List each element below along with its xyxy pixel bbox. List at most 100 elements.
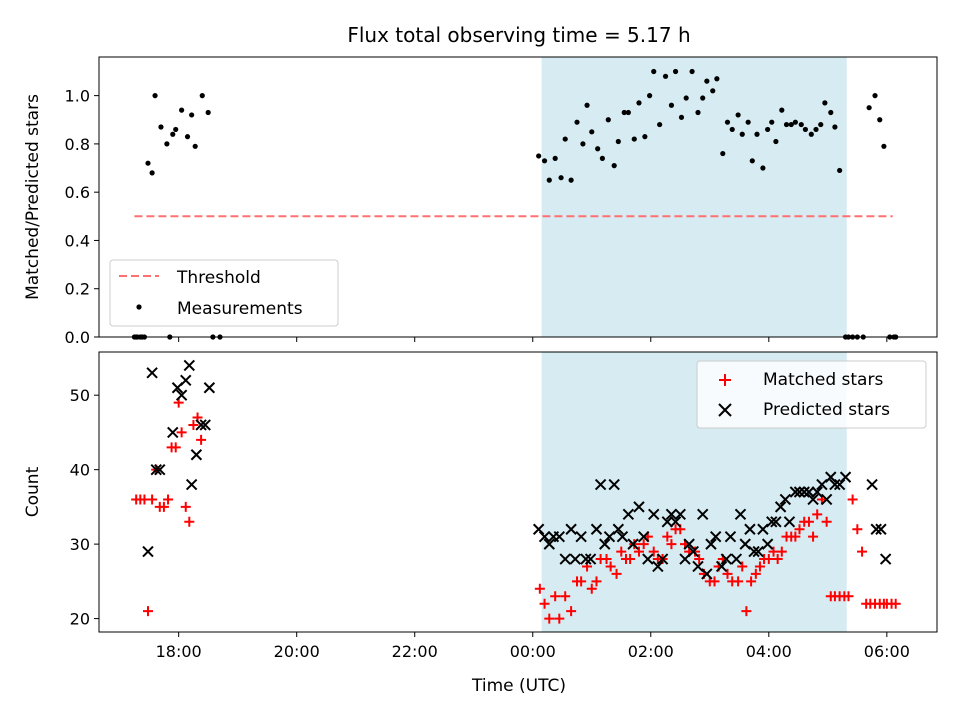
predicted-point <box>622 508 635 521</box>
predicted-point <box>150 463 162 476</box>
matched-point <box>722 568 733 579</box>
measurement-point <box>205 109 211 116</box>
measurement-point <box>700 95 706 101</box>
predicted-point <box>167 426 179 439</box>
predicted-point <box>590 523 603 535</box>
matched-point <box>754 561 765 572</box>
measurement-point <box>683 95 689 101</box>
predicted-point <box>633 501 645 513</box>
measurement-point <box>739 131 745 137</box>
matched-point <box>611 568 622 579</box>
legend-threshold-label: Threshold <box>176 268 261 288</box>
matched-point <box>662 531 673 542</box>
predicted-point <box>661 516 674 528</box>
matched-point <box>763 554 774 565</box>
legend-measurement-swatch <box>136 304 142 310</box>
predicted-point <box>879 553 892 565</box>
measurement-point <box>818 121 824 128</box>
measurement-point <box>611 163 617 169</box>
measurement-point <box>621 109 627 116</box>
predicted-point <box>559 553 571 565</box>
matched-point <box>534 583 545 594</box>
matched-point <box>709 576 720 587</box>
measurement-point <box>145 160 151 166</box>
legend-predicted-label: Predicted stars <box>763 400 890 420</box>
matched-point <box>852 524 863 535</box>
measurement-point <box>636 100 642 106</box>
x-tick-label: 06:00 <box>864 642 910 661</box>
matched-point <box>633 546 644 557</box>
measurement-point <box>552 155 558 161</box>
ratio-legend-box <box>109 259 339 327</box>
y-tick-label: 30 <box>70 535 90 554</box>
measurement-point <box>866 105 872 111</box>
measurement-point <box>149 170 155 176</box>
measurement-point <box>678 114 685 120</box>
measurement-point <box>745 119 751 125</box>
measurement-point <box>599 155 605 161</box>
predicted-point <box>803 486 815 498</box>
matched-point <box>772 554 783 565</box>
y-tick-label: 0.4 <box>65 231 90 250</box>
predicted-point <box>839 471 852 483</box>
y-tick-label: 0.0 <box>65 328 90 347</box>
y-tick-label: 20 <box>70 610 90 629</box>
measurement-point <box>625 109 631 116</box>
count-y-ticks: 20 30 40 50 <box>70 386 99 629</box>
measurement-point <box>170 131 176 137</box>
matched-point <box>158 501 169 512</box>
ratio-axes-frame <box>98 56 938 338</box>
predicted-point <box>783 516 796 528</box>
predicted-point <box>608 478 620 491</box>
predicted-point <box>811 486 823 498</box>
predicted-point <box>770 516 782 528</box>
measurement-point <box>788 121 794 128</box>
matched-point <box>554 613 565 624</box>
measurement-point <box>813 126 819 133</box>
matched-point <box>196 434 207 445</box>
ratio-y-ticks: 0.0 0.2 0.4 0.6 0.8 1.0 <box>65 87 99 347</box>
predicted-point <box>779 493 792 506</box>
matched-point <box>576 576 587 587</box>
measurement-point <box>822 100 828 106</box>
measurement-point <box>760 165 766 171</box>
predicted-point <box>532 523 545 535</box>
matched-point <box>616 546 627 557</box>
predicted-point <box>807 493 819 506</box>
measurement-point <box>657 121 663 128</box>
measurement-points <box>131 68 899 340</box>
measurement-point <box>662 73 669 79</box>
matched-point <box>857 546 868 557</box>
predicted-point <box>820 493 833 506</box>
measurement-point <box>199 93 205 99</box>
measurement-point <box>568 177 574 183</box>
measurement-point <box>704 78 710 84</box>
predicted-point <box>683 538 695 550</box>
measurement-point <box>872 93 878 99</box>
predicted-point <box>774 501 787 513</box>
measurement-point <box>802 126 808 133</box>
y-tick-label: 1.0 <box>65 87 90 106</box>
measurement-point <box>828 109 834 116</box>
ratio-panel: 0.0 0.2 0.4 0.6 0.8 1.0 Matched/Predicted sta… <box>23 56 938 347</box>
measurement-point <box>773 138 779 145</box>
matched-point <box>843 591 854 602</box>
count-y-axis-label: Count <box>23 466 43 517</box>
measurement-point <box>562 136 568 142</box>
predicted-point <box>724 530 737 543</box>
predicted-point <box>199 419 211 431</box>
measurement-point <box>668 102 675 108</box>
measurement-point <box>689 68 695 75</box>
matched-point <box>638 539 649 550</box>
measurement-point <box>152 93 158 99</box>
matched-point <box>566 606 577 617</box>
predicted-point <box>833 478 846 491</box>
matched-point <box>163 494 174 505</box>
measurement-point <box>808 131 814 137</box>
measurement-point <box>881 143 887 149</box>
predicted-point <box>612 523 625 535</box>
ratio-y-axis-label: Matched/Predicted stars <box>23 94 43 300</box>
predicted-point <box>701 568 713 580</box>
matched-point <box>544 613 555 624</box>
